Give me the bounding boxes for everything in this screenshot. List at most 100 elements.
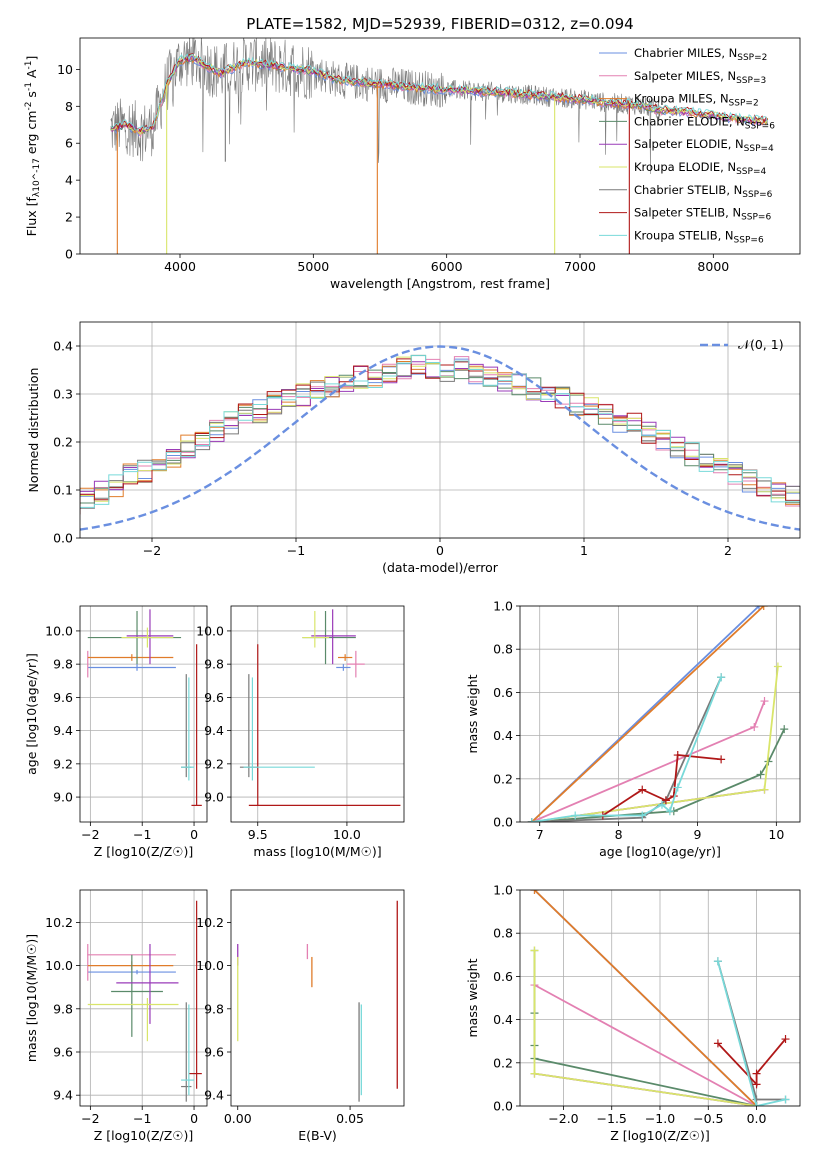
axis-label: Salpeter STELIB, NSSP=6​ xyxy=(634,206,771,223)
weight-point-kroupa_stelib xyxy=(781,1095,790,1104)
label-text: age [log10(age/yr)] xyxy=(24,653,39,775)
label-text: ] xyxy=(24,56,39,61)
label-subscript: SSP=6 xyxy=(741,213,771,223)
label-text: erg cm xyxy=(24,111,39,159)
weight-point-salpeter_stelib xyxy=(717,755,726,764)
weight-line-chabrier_elodie xyxy=(533,950,757,1106)
histogram-kroupa_miles xyxy=(80,361,800,508)
y-tick-label: 9.6 xyxy=(204,1045,224,1060)
label-text: (data-model)/error xyxy=(382,560,499,575)
plot-content xyxy=(237,900,398,1102)
weight-point-salpeter_stelib xyxy=(673,751,682,760)
weight-point-salpeter_stelib xyxy=(661,796,670,805)
axis-label: mass [log10(M/M☉)] xyxy=(24,934,39,1062)
histogram-salpeter_miles xyxy=(80,356,800,507)
label-text: Chabrier MILES, N xyxy=(634,46,737,60)
y-tick-label: 9.0 xyxy=(53,790,73,805)
label-text: Z [log10(Z/Z☉)] xyxy=(610,1128,710,1143)
legend-label: 𝒩(0, 1) xyxy=(738,337,784,352)
x-tick-label: −2 xyxy=(143,543,161,558)
x-tick-label: 8000 xyxy=(697,259,729,274)
y-tick-label: 0.8 xyxy=(493,926,513,941)
weight-point-salpeter_miles xyxy=(750,722,759,731)
label-text: Chabrier ELODIE, N xyxy=(634,114,745,128)
weight-line-kroupa_miles xyxy=(533,890,758,1106)
label-text: Salpeter MILES, N xyxy=(634,69,736,83)
label-text: Kroupa MILES, N xyxy=(634,92,729,106)
y-tick-label: 0.8 xyxy=(493,642,513,657)
weight-point-salpeter_stelib xyxy=(781,1035,790,1044)
x-tick-label: 9.5 xyxy=(248,827,268,842)
y-tick-label: 10.0 xyxy=(196,958,224,973)
axis-label: E(B-V) xyxy=(298,1128,337,1143)
axis-label: age [log10(age/yr)] xyxy=(24,653,39,775)
weight-point-chabrier_elodie xyxy=(756,770,765,779)
label-text: A xyxy=(24,69,39,82)
axis-label: Z [log10(Z/Z☉)] xyxy=(94,844,194,859)
y-tick-label: 0.0 xyxy=(53,531,73,546)
histogram-salpeter_stelib xyxy=(80,358,800,515)
y-tick-label: 10.2 xyxy=(45,915,73,930)
label-subscript: SSP=4 xyxy=(744,144,774,154)
weight-point-salpeter_stelib xyxy=(638,785,647,794)
weight-point-kroupa_stelib xyxy=(717,673,726,682)
weight-point-chabrier_elodie xyxy=(780,725,789,734)
weight-line-salpeter_miles xyxy=(534,984,758,1106)
weight-point-kroupa_stelib xyxy=(673,783,682,792)
x-tick-label: 1 xyxy=(580,543,588,558)
weight-line-kroupa_elodie xyxy=(531,666,779,822)
x-tick-label: 0.0 xyxy=(747,1111,767,1126)
y-tick-label: 0.0 xyxy=(493,815,513,830)
label-text: wavelength [Angstrom, rest frame] xyxy=(330,276,550,291)
y-tick-label: 0.3 xyxy=(53,387,73,402)
weight-point-salpeter_stelib xyxy=(752,1069,761,1078)
y-tick-label: 8 xyxy=(65,99,73,114)
weight-point-kroupa_stelib xyxy=(665,807,674,816)
x-tick-label: −2.0 xyxy=(548,1111,578,1126)
axis-label: mass [log10(M/M☉)] xyxy=(253,844,381,859)
label-text: Normed distribution xyxy=(26,368,41,493)
x-tick-label: 2 xyxy=(724,543,732,558)
label-superscript: -2 xyxy=(24,102,34,111)
y-tick-label: 10 xyxy=(57,62,73,77)
axis-label: Kroupa STELIB, NSSP=6​ xyxy=(634,228,764,245)
panel-age_vs_mass: 9.5 10.0 9.0 9.2 9.4 9.6 9.8 10.0 mass [log10(M/… xyxy=(196,605,405,859)
y-tick-label: 0.4 xyxy=(53,339,73,354)
histogram-kroupa_stelib xyxy=(80,355,800,508)
y-tick-label: 9.2 xyxy=(53,756,73,771)
weight-point-kroupa_stelib xyxy=(752,1102,761,1106)
label-subscript: SSP=3 xyxy=(736,76,766,86)
weight-point-kroupa_stelib xyxy=(638,811,647,820)
axis-label: Kroupa ELODIE, NSSP=4​ xyxy=(634,160,766,177)
axis-label: Z [log10(Z/Z☉)] xyxy=(94,1128,194,1143)
x-tick-label: −2 xyxy=(81,1111,99,1126)
panel-spectrum: 4000 5000 6000 7000 8000 0 2 4 6 8 10 wavelength [A… xyxy=(24,37,801,291)
y-tick-label: 2 xyxy=(65,210,73,225)
weight-point-kroupa_stelib xyxy=(527,818,536,822)
x-tick-label: −1.0 xyxy=(645,1111,675,1126)
label-text: Salpeter ELODIE, N xyxy=(634,137,744,151)
axes-frame xyxy=(519,605,801,823)
axis-label: wavelength [Angstrom, rest frame] xyxy=(330,276,550,291)
x-tick-label: 5000 xyxy=(297,259,329,274)
x-tick-label: 4000 xyxy=(164,259,196,274)
x-tick-label: 6000 xyxy=(431,259,463,274)
x-tick-label: −1 xyxy=(287,543,305,558)
label-text: mass weight xyxy=(465,958,480,1037)
weight-point-kroupa_stelib xyxy=(713,957,722,966)
axis-label: mass weight xyxy=(465,958,480,1037)
label-text: Kroupa ELODIE, N xyxy=(634,160,736,174)
weight-point-salpeter_stelib xyxy=(752,1080,761,1089)
histogram-chabrier_elodie xyxy=(80,354,800,504)
y-tick-label: 0 xyxy=(65,247,73,262)
y-tick-label: 0.4 xyxy=(493,728,513,743)
label-text: s xyxy=(24,91,39,102)
axis-label: Chabrier STELIB, NSSP=6​ xyxy=(634,183,773,200)
weight-point-kroupa_elodie xyxy=(530,1069,539,1078)
label-text: mass weight xyxy=(465,674,480,753)
label-text: Z [log10(Z/Z☉)] xyxy=(94,844,194,859)
weight-point-kroupa_miles xyxy=(530,890,539,894)
y-tick-label: 6 xyxy=(65,136,73,151)
plot-content xyxy=(527,606,789,822)
axis-label: Normed distribution xyxy=(26,368,41,493)
